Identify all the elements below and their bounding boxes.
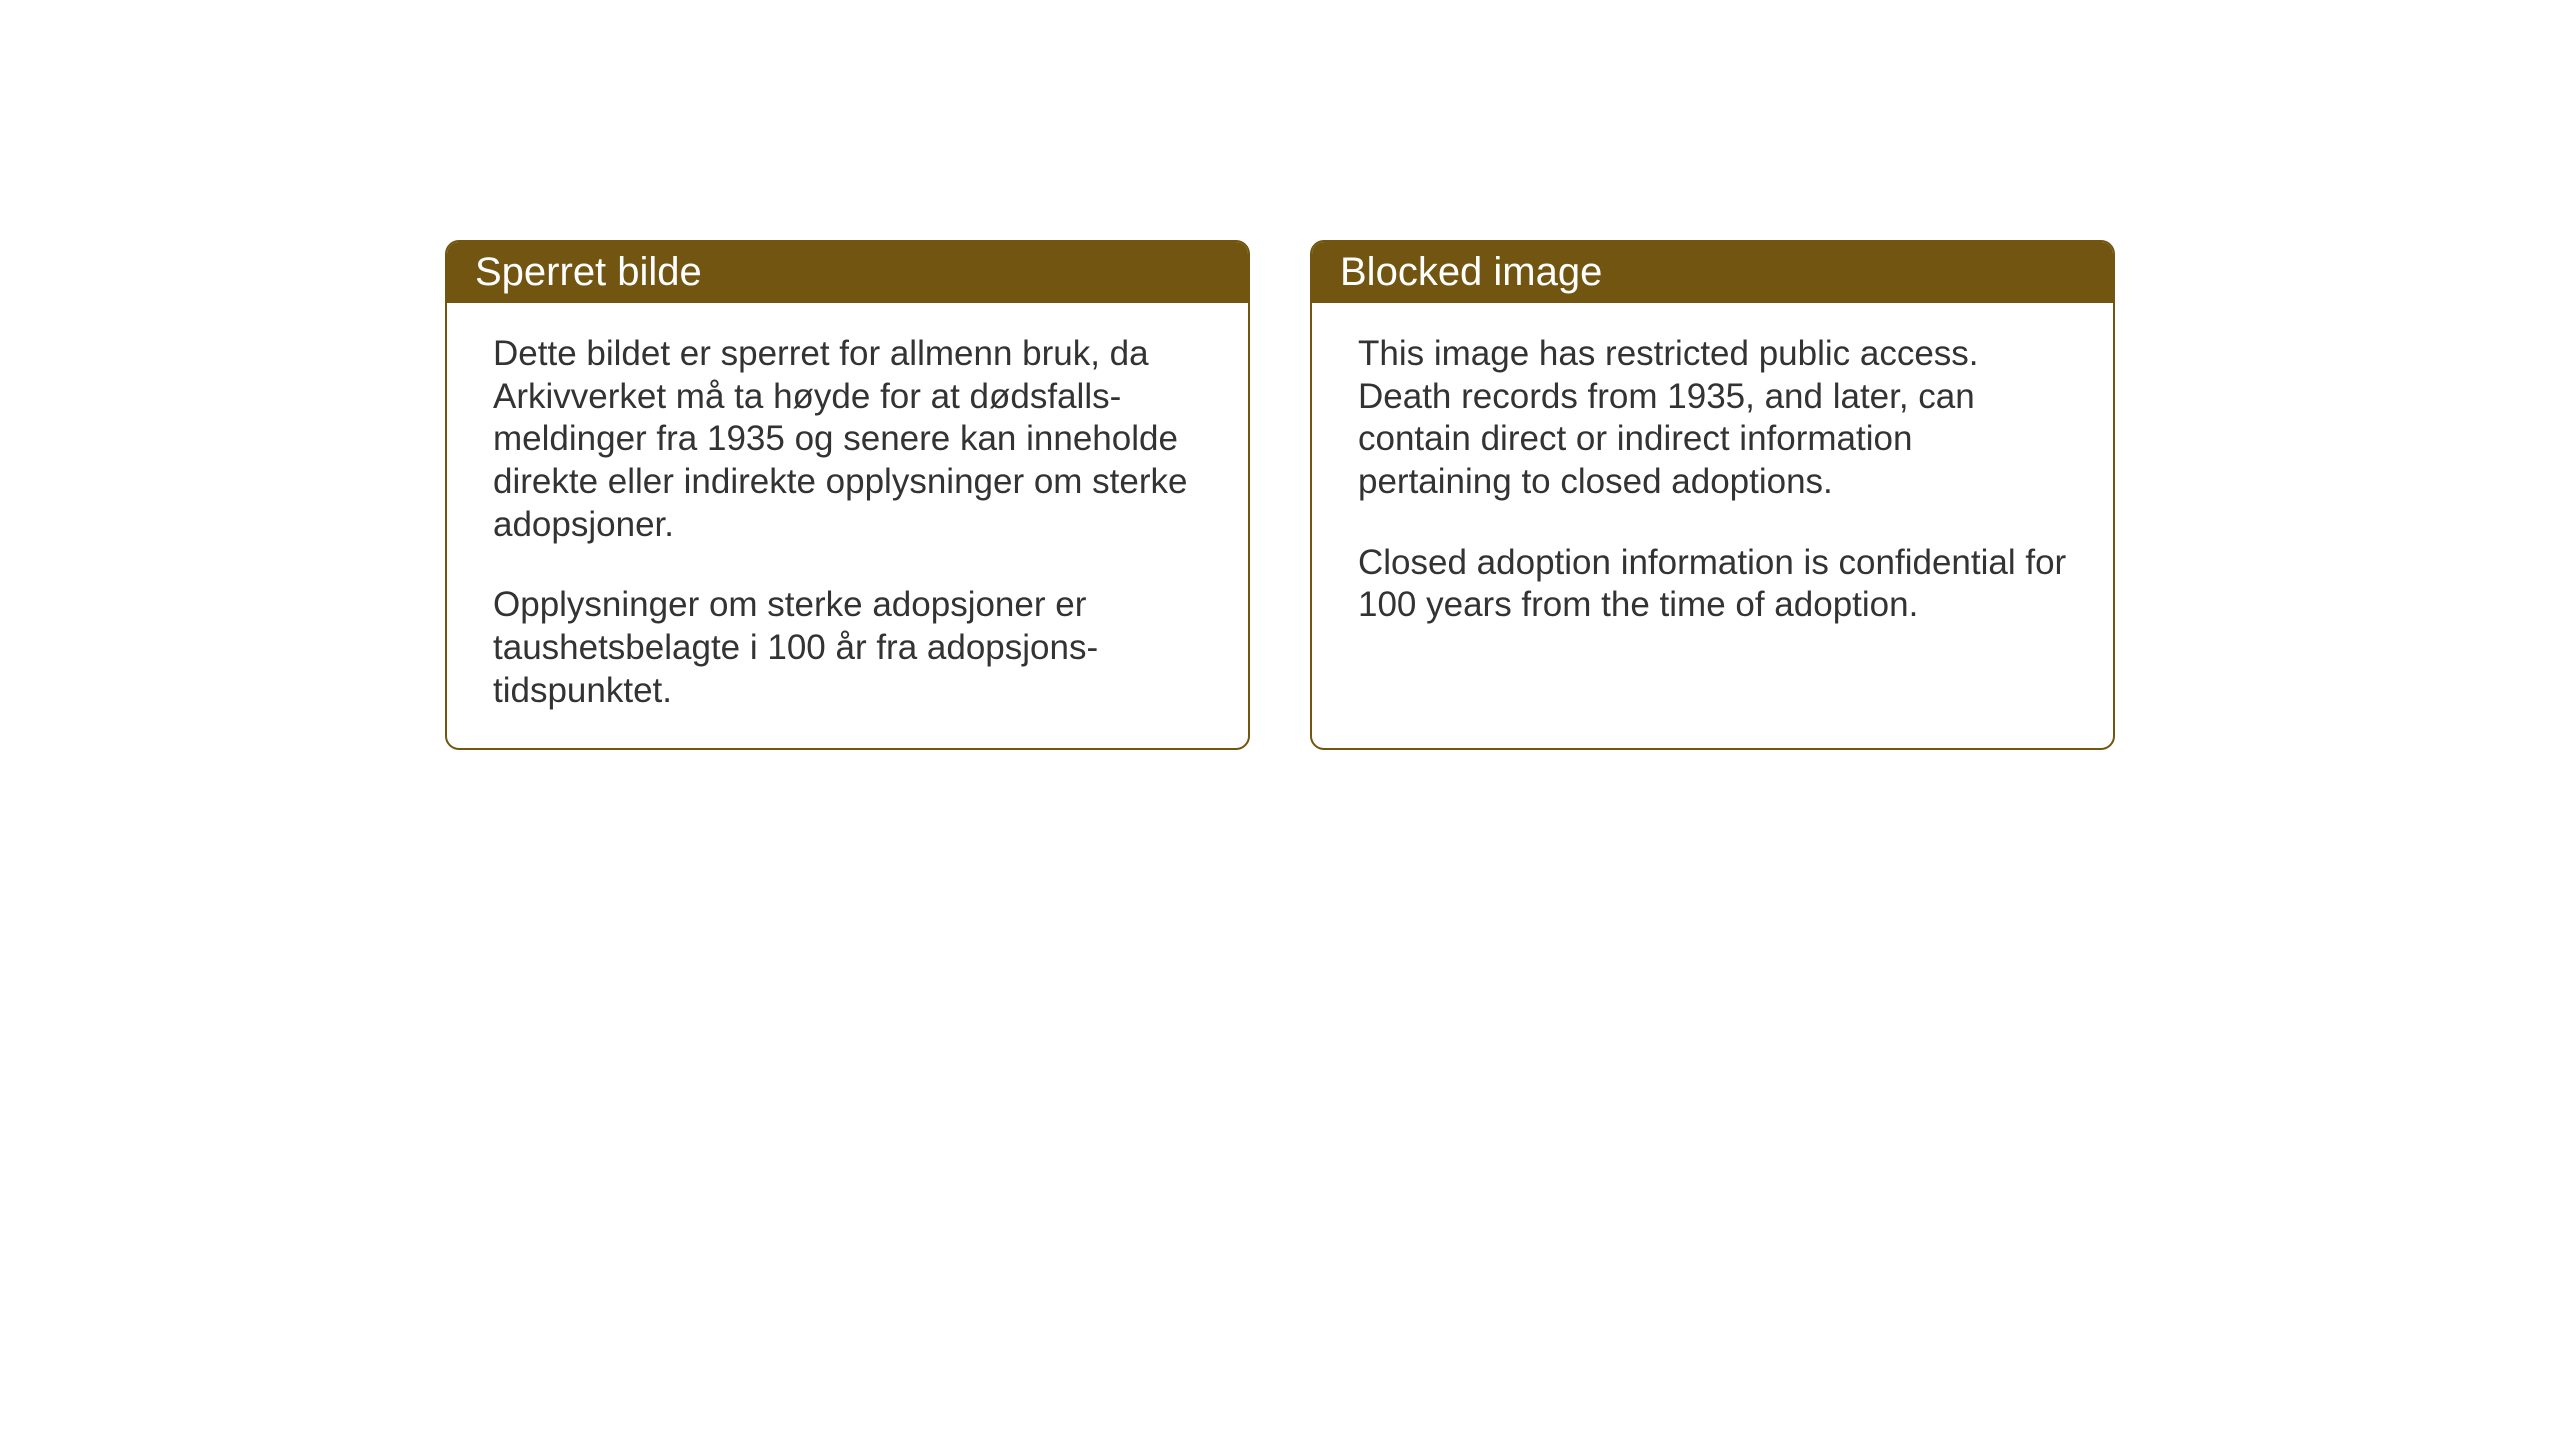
english-card-title: Blocked image — [1340, 250, 1602, 294]
english-paragraph-1: This image has restricted public access.… — [1358, 333, 2067, 504]
english-notice-card: Blocked image This image has restricted … — [1310, 240, 2115, 750]
notice-container: Sperret bilde Dette bildet er sperret fo… — [445, 240, 2115, 750]
english-paragraph-2: Closed adoption information is confident… — [1358, 542, 2067, 627]
norwegian-notice-card: Sperret bilde Dette bildet er sperret fo… — [445, 240, 1250, 750]
norwegian-paragraph-1: Dette bildet er sperret for allmenn bruk… — [493, 333, 1202, 546]
english-card-body: This image has restricted public access.… — [1312, 303, 2113, 667]
norwegian-card-title: Sperret bilde — [475, 250, 702, 294]
english-card-header: Blocked image — [1312, 242, 2113, 303]
norwegian-paragraph-2: Opplysninger om sterke adopsjoner er tau… — [493, 584, 1202, 712]
norwegian-card-header: Sperret bilde — [447, 242, 1248, 303]
norwegian-card-body: Dette bildet er sperret for allmenn bruk… — [447, 303, 1248, 750]
